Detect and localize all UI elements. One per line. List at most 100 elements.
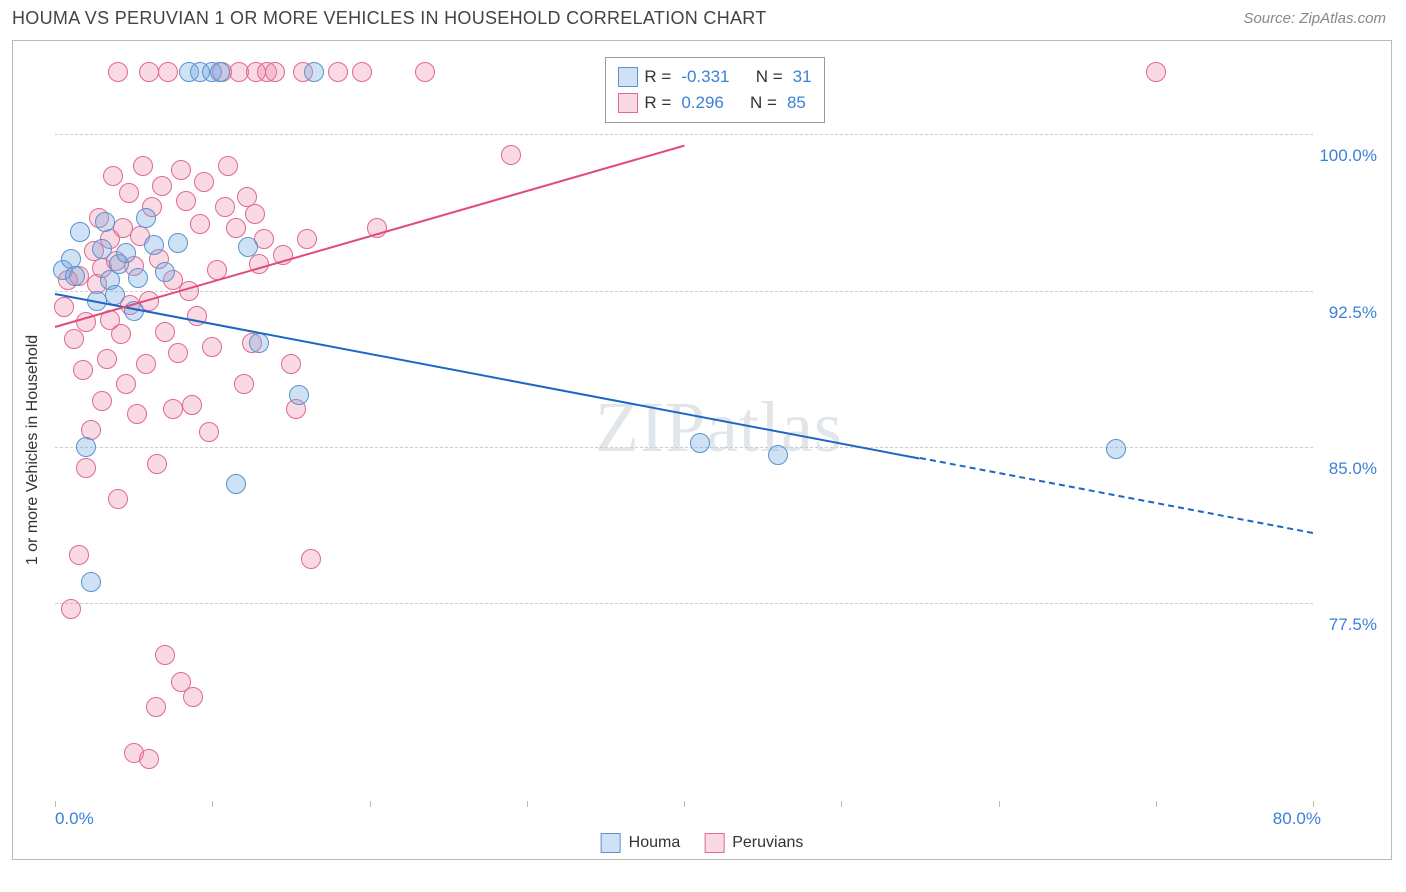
scatter-point <box>245 204 265 224</box>
scatter-point <box>304 62 324 82</box>
scatter-point <box>238 237 258 257</box>
scatter-point <box>136 208 156 228</box>
scatter-point <box>226 474 246 494</box>
scatter-point <box>194 172 214 192</box>
scatter-point <box>158 62 178 82</box>
scatter-point <box>190 214 210 234</box>
scatter-point <box>249 333 269 353</box>
legend-n-label: N = <box>756 67 783 87</box>
stats-legend: R = -0.331 N = 31 R =0.296 N = 85 <box>605 57 824 123</box>
x-tick <box>684 801 685 807</box>
legend-swatch <box>601 833 621 853</box>
scatter-point <box>146 697 166 717</box>
legend-item: Houma <box>601 833 681 853</box>
scatter-point <box>81 572 101 592</box>
x-tick <box>1156 801 1157 807</box>
y-tick-label: 100.0% <box>1319 146 1377 166</box>
scatter-point <box>281 354 301 374</box>
legend-r-value: -0.331 <box>681 67 729 87</box>
scatter-point <box>352 62 372 82</box>
stats-legend-row: R =0.296 N = 85 <box>618 90 811 116</box>
legend-swatch <box>704 833 724 853</box>
scatter-point <box>152 176 172 196</box>
scatter-point <box>1106 439 1126 459</box>
scatter-point <box>202 337 222 357</box>
series-legend: HoumaPeruvians <box>601 833 804 853</box>
legend-n-value: 85 <box>787 93 806 113</box>
scatter-point <box>163 399 183 419</box>
scatter-point <box>147 454 167 474</box>
scatter-point <box>133 156 153 176</box>
x-axis-max-label: 80.0% <box>1273 809 1321 829</box>
gridline <box>55 291 1313 292</box>
source-attribution: Source: ZipAtlas.com <box>1243 10 1386 27</box>
y-tick-label: 92.5% <box>1329 303 1377 323</box>
scatter-point <box>215 197 235 217</box>
y-tick-label: 85.0% <box>1329 459 1377 479</box>
scatter-point <box>210 62 230 82</box>
scatter-point <box>501 145 521 165</box>
scatter-point <box>155 322 175 342</box>
x-tick <box>527 801 528 807</box>
legend-n-value: 31 <box>793 67 812 87</box>
y-axis-label: 1 or more Vehicles in Household <box>24 335 42 565</box>
plot-area: ZIPatlas <box>55 51 1313 801</box>
scatter-point <box>415 62 435 82</box>
scatter-point <box>139 749 159 769</box>
scatter-point <box>61 599 81 619</box>
legend-r-label: R = <box>644 93 671 113</box>
scatter-point <box>155 645 175 665</box>
scatter-point <box>144 235 164 255</box>
legend-n-label: N = <box>750 93 777 113</box>
x-tick <box>841 801 842 807</box>
x-tick <box>55 801 56 807</box>
watermark: ZIPatlas <box>595 386 843 469</box>
chart-header: HOUMA VS PERUVIAN 1 OR MORE VEHICLES IN … <box>0 0 1406 33</box>
x-tick <box>212 801 213 807</box>
legend-r-label: R = <box>644 67 671 87</box>
scatter-point <box>92 391 112 411</box>
scatter-point <box>690 433 710 453</box>
scatter-point <box>328 62 348 82</box>
scatter-point <box>183 687 203 707</box>
scatter-point <box>69 545 89 565</box>
scatter-point <box>226 218 246 238</box>
chart-container: 1 or more Vehicles in Household ZIPatlas… <box>12 40 1392 860</box>
legend-label: Houma <box>629 834 681 852</box>
scatter-point <box>218 156 238 176</box>
scatter-point <box>127 404 147 424</box>
scatter-point <box>155 262 175 282</box>
scatter-point <box>65 266 85 286</box>
scatter-point <box>128 268 148 288</box>
scatter-point <box>136 354 156 374</box>
scatter-point <box>76 458 96 478</box>
scatter-point <box>76 437 96 457</box>
legend-swatch <box>618 67 638 87</box>
x-axis-min-label: 0.0% <box>55 809 94 829</box>
scatter-point <box>54 297 74 317</box>
y-tick-label: 77.5% <box>1329 615 1377 635</box>
scatter-point <box>168 233 188 253</box>
stats-legend-row: R = -0.331 N = 31 <box>618 64 811 90</box>
scatter-point <box>92 239 112 259</box>
scatter-point <box>265 62 285 82</box>
scatter-point <box>768 445 788 465</box>
scatter-point <box>119 183 139 203</box>
scatter-point <box>234 374 254 394</box>
x-tick <box>1313 801 1314 807</box>
scatter-point <box>176 191 196 211</box>
scatter-point <box>103 166 123 186</box>
scatter-point <box>182 395 202 415</box>
chart-title: HOUMA VS PERUVIAN 1 OR MORE VEHICLES IN … <box>12 8 767 29</box>
scatter-point <box>105 285 125 305</box>
legend-swatch <box>618 93 638 113</box>
scatter-point <box>95 212 115 232</box>
scatter-point <box>301 549 321 569</box>
scatter-point <box>171 160 191 180</box>
gridline <box>55 134 1313 135</box>
trend-line <box>55 293 920 460</box>
scatter-point <box>139 62 159 82</box>
scatter-point <box>108 62 128 82</box>
scatter-point <box>70 222 90 242</box>
scatter-point <box>1146 62 1166 82</box>
